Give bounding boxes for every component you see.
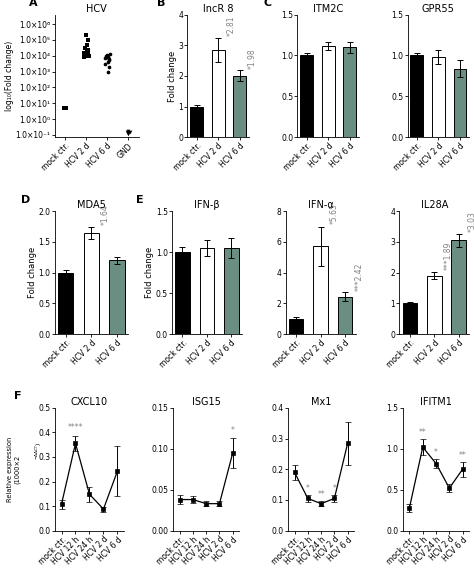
Y-axis label: Fold change: Fold change xyxy=(28,247,37,298)
Point xyxy=(81,53,88,62)
Text: **: ** xyxy=(459,451,466,460)
Title: IFN-β: IFN-β xyxy=(194,200,219,211)
Text: E: E xyxy=(136,194,143,205)
Point xyxy=(104,67,112,76)
Text: **: ** xyxy=(317,490,325,499)
Point xyxy=(124,129,132,139)
Bar xyxy=(58,273,73,334)
Title: ISG15: ISG15 xyxy=(191,397,220,407)
Text: *1.98: *1.98 xyxy=(248,48,257,69)
Text: D: D xyxy=(21,194,31,205)
Point xyxy=(125,128,132,137)
Bar xyxy=(427,276,442,334)
Point xyxy=(105,52,112,61)
Bar xyxy=(200,248,214,334)
Text: ***1.89: ***1.89 xyxy=(444,242,453,270)
Point xyxy=(101,59,109,68)
Point xyxy=(82,44,89,53)
Point xyxy=(81,51,89,60)
Bar xyxy=(343,48,356,137)
Y-axis label: Fold change: Fold change xyxy=(145,247,154,298)
Point xyxy=(82,31,90,40)
Bar xyxy=(212,50,225,137)
Bar xyxy=(451,240,466,334)
Text: **: ** xyxy=(419,428,427,437)
Text: $^{-\Delta\Delta C_T}$): $^{-\Delta\Delta C_T}$) xyxy=(34,441,44,460)
Point xyxy=(62,103,70,113)
Point xyxy=(82,52,90,61)
Bar xyxy=(83,233,99,334)
Text: *1.64: *1.64 xyxy=(101,205,110,225)
Point xyxy=(104,57,112,67)
Y-axis label: Fold change: Fold change xyxy=(168,50,177,102)
Point xyxy=(60,103,68,113)
Bar xyxy=(109,260,125,334)
Bar xyxy=(190,107,203,137)
Title: IL28A: IL28A xyxy=(420,200,448,211)
Point xyxy=(102,53,109,63)
Text: A: A xyxy=(29,0,38,8)
Bar xyxy=(454,68,466,137)
Text: Relative expression
(1000×2: Relative expression (1000×2 xyxy=(7,437,21,502)
Bar xyxy=(337,297,352,334)
Title: IFN-α: IFN-α xyxy=(308,200,334,211)
Point xyxy=(62,103,69,113)
Point xyxy=(62,103,70,113)
Point xyxy=(84,47,92,56)
Bar xyxy=(233,76,246,137)
Point xyxy=(102,52,109,61)
Point xyxy=(103,50,111,60)
Point xyxy=(84,48,91,57)
Bar xyxy=(175,252,190,334)
Title: CXCL10: CXCL10 xyxy=(71,397,108,407)
Bar xyxy=(432,57,445,137)
Text: C: C xyxy=(264,0,272,8)
Text: ***2.42: ***2.42 xyxy=(354,262,363,291)
Bar xyxy=(402,303,417,334)
Bar xyxy=(322,46,335,137)
Text: *: * xyxy=(434,448,438,456)
Point xyxy=(82,50,90,59)
Text: *2.81: *2.81 xyxy=(227,15,236,36)
Title: GPR55: GPR55 xyxy=(422,3,455,14)
Text: *: * xyxy=(332,484,337,493)
Point xyxy=(126,128,134,137)
Bar xyxy=(301,56,313,137)
Title: Mx1: Mx1 xyxy=(311,397,331,407)
Title: IFITM1: IFITM1 xyxy=(420,397,452,407)
Text: *3.03: *3.03 xyxy=(468,211,474,232)
Title: HCV: HCV xyxy=(86,3,107,14)
Point xyxy=(61,103,69,113)
Text: *: * xyxy=(306,484,310,493)
Point xyxy=(83,40,91,49)
Bar xyxy=(410,56,423,137)
Point xyxy=(80,48,88,57)
Point xyxy=(103,53,110,62)
Title: ITM2C: ITM2C xyxy=(313,3,344,14)
Point xyxy=(85,51,92,60)
Bar xyxy=(224,248,238,334)
Text: *5.65: *5.65 xyxy=(330,204,339,224)
Point xyxy=(105,55,112,64)
Title: MDA5: MDA5 xyxy=(77,200,106,211)
Point xyxy=(106,50,113,59)
Text: F: F xyxy=(14,391,21,401)
Bar xyxy=(313,246,328,334)
Y-axis label: log₁₀(Fold change): log₁₀(Fold change) xyxy=(5,41,14,111)
Point xyxy=(124,126,132,136)
Point xyxy=(124,127,131,136)
Point xyxy=(84,46,91,56)
Point xyxy=(105,56,112,65)
Title: lncR 8: lncR 8 xyxy=(203,3,233,14)
Point xyxy=(84,46,91,55)
Text: *: * xyxy=(231,426,235,435)
Bar xyxy=(289,318,303,334)
Text: B: B xyxy=(156,0,165,8)
Point xyxy=(105,62,113,71)
Text: ****: **** xyxy=(68,423,83,432)
Point xyxy=(84,35,91,45)
